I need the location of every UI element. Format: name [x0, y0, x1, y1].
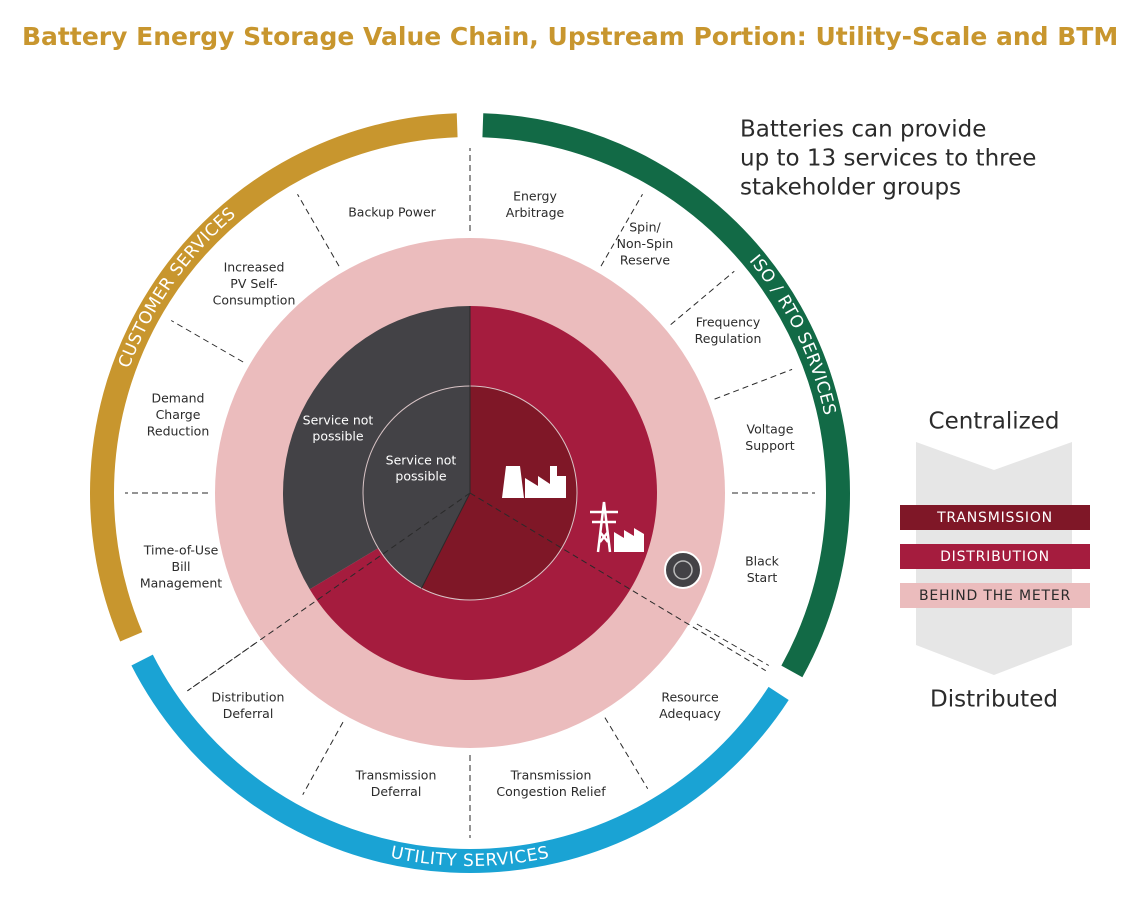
- service-label: Reserve: [620, 253, 671, 268]
- service-label: Backup Power: [348, 205, 436, 220]
- legend-bottom: Distributed: [930, 687, 1058, 713]
- meter-icon: [664, 551, 702, 589]
- service-label: Resource: [661, 690, 719, 705]
- divider: [469, 492, 766, 672]
- service-label: Demand: [151, 391, 204, 406]
- service-label: Non-Spin: [617, 236, 674, 251]
- ring-utility: [131, 654, 789, 873]
- note-line: Batteries can provide: [740, 117, 986, 143]
- service-label: Charge: [156, 407, 201, 422]
- service-label: Adequacy: [659, 706, 721, 721]
- sector-divider: [714, 368, 793, 400]
- service-label: Increased: [224, 260, 285, 275]
- service-label: Bill: [172, 559, 191, 574]
- legend-label: DISTRIBUTION: [940, 549, 1050, 565]
- divider: [187, 492, 471, 692]
- legend-bar: [900, 505, 1090, 530]
- sector-divider: [604, 717, 649, 789]
- sector-divider: [302, 721, 344, 795]
- title: Battery Energy Storage Value Chain, Upst…: [22, 22, 1118, 51]
- sector-divider: [187, 642, 256, 692]
- service-label: Voltage: [747, 422, 794, 437]
- service-label: Energy: [513, 189, 557, 204]
- ring-iso: [482, 113, 850, 678]
- factory-shape: [502, 466, 566, 498]
- sector-divider: [297, 193, 340, 267]
- factory-icon: [502, 466, 566, 498]
- service-label: Time-of-Use: [143, 543, 219, 558]
- legend-label: TRANSMISSION: [936, 510, 1053, 526]
- service-label: Transmission: [510, 768, 592, 783]
- sector-divider: [170, 320, 244, 363]
- inner-label: possible: [312, 429, 363, 444]
- service-label: Black: [745, 554, 780, 569]
- service-label: Reduction: [147, 424, 210, 439]
- no-service-inner: [362, 386, 470, 589]
- service-label: Frequency: [696, 315, 761, 330]
- service-label: Consumption: [213, 293, 296, 308]
- tower-icon: [590, 501, 644, 553]
- legend-bar: [900, 544, 1090, 569]
- ring-customer: [90, 113, 458, 642]
- service-label: Management: [140, 576, 222, 591]
- building-shape: [614, 528, 644, 552]
- service-label: PV Self-: [230, 276, 277, 291]
- service-label: Arbitrage: [506, 205, 565, 220]
- transmission-sector: [421, 386, 577, 600]
- meter-dial: [673, 560, 693, 580]
- service-label: Distribution: [212, 690, 285, 705]
- legend-label: BEHIND THE METER: [919, 588, 1071, 604]
- service-label: Deferral: [371, 784, 422, 799]
- service-label: Regulation: [695, 331, 762, 346]
- service-label: Start: [747, 570, 778, 585]
- sector-divider: [600, 193, 643, 267]
- sector-divider: [670, 270, 735, 325]
- service-label: Deferral: [223, 706, 274, 721]
- note-line: stakeholder groups: [740, 175, 961, 201]
- legend-top: Centralized: [929, 409, 1060, 435]
- service-label: Transmission: [355, 768, 437, 783]
- legend-bar: [900, 583, 1090, 608]
- sector-divider: [696, 623, 770, 666]
- inner-label: Service not: [386, 453, 457, 468]
- inner-label: possible: [395, 469, 446, 484]
- diagram-layer: Battery Energy Storage Value Chain, Upst…: [22, 22, 1118, 873]
- service-label: Congestion Relief: [496, 784, 606, 799]
- service-label: Spin/: [629, 220, 661, 235]
- note-line: up to 13 services to three: [740, 146, 1036, 172]
- divider: [420, 492, 471, 589]
- service-label: Support: [745, 438, 795, 453]
- inner-label: Service not: [303, 413, 374, 428]
- tower-shape: [590, 501, 618, 553]
